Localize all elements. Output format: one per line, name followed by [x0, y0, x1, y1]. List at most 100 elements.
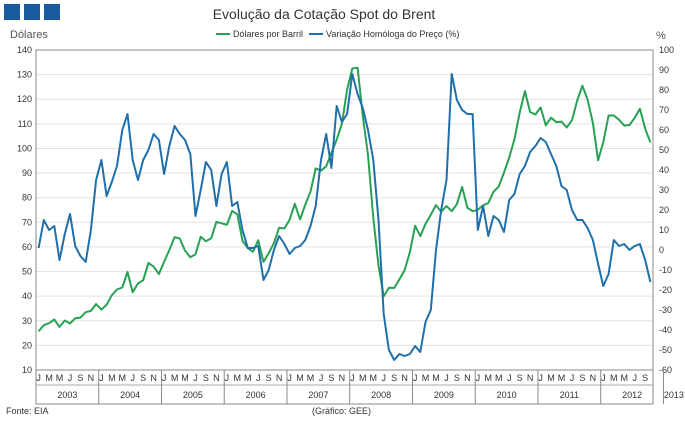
x-month-tick-label: M [181, 373, 189, 383]
x-month-tick-label: S [642, 373, 648, 383]
x-month-tick-label: J [632, 373, 637, 383]
x-month-tick-label: M [495, 373, 503, 383]
y-left-tick-label: 20 [22, 340, 32, 350]
x-month-tick-label: M [370, 373, 378, 383]
x-month-tick-label: M [432, 373, 440, 383]
plot-frame [35, 49, 654, 371]
y-left-tick-label: 100 [17, 143, 32, 153]
x-month-tick-label: N [150, 373, 157, 383]
x-year-label: 2006 [246, 390, 266, 400]
y-right-tick-label: 40 [659, 165, 669, 175]
x-year-label: 2003 [57, 390, 77, 400]
x-month-tick-label: J [538, 373, 543, 383]
x-month-tick-label: J [225, 373, 230, 383]
x-month-tick-label: S [140, 373, 146, 383]
x-month-tick-label: M [108, 373, 116, 383]
x-month-tick-label: J [381, 373, 386, 383]
y-right-tick-label: 90 [659, 65, 669, 75]
x-month-tick-label: J [444, 373, 449, 383]
x-month-tick-label: S [579, 373, 585, 383]
x-month-tick-label: M [119, 373, 127, 383]
y-right-tick-label: 80 [659, 85, 669, 95]
x-month-tick-label: M [45, 373, 53, 383]
x-month-tick-label: J [162, 373, 167, 383]
x-year-label: 2009 [434, 390, 454, 400]
y-left-tick-label: 130 [17, 70, 32, 80]
x-month-tick-label: M [171, 373, 179, 383]
y-left-tick-label: 10 [22, 365, 32, 375]
legend: Dólares por Barril Variação Homóloga do … [216, 29, 459, 39]
x-month-tick-label: N [339, 373, 346, 383]
x-month-tick-label: M [620, 373, 628, 383]
x-month-tick-label: J [350, 373, 355, 383]
x-month-tick-label: N [590, 373, 597, 383]
y-right-tick-label: -30 [659, 305, 672, 315]
logo-squares [4, 4, 60, 20]
x-month-tick-label: M [610, 373, 618, 383]
x-month-tick-label: S [517, 373, 523, 383]
x-month-tick-label: J [507, 373, 512, 383]
x-month-tick-label: N [401, 373, 408, 383]
x-month-tick-label: M [359, 373, 367, 383]
y-left-tick-label: 40 [22, 291, 32, 301]
y-left-tick-label: 60 [22, 242, 32, 252]
x-month-tick-label: N [464, 373, 471, 383]
x-month-tick-label: M [234, 373, 242, 383]
x-month-tick-label: N [527, 373, 534, 383]
x-year-label: 2004 [120, 390, 140, 400]
x-year-label: 2008 [371, 390, 391, 400]
y-right-tick-label: 70 [659, 105, 669, 115]
x-year-label: 2007 [308, 390, 328, 400]
x-month-tick-label: M [558, 373, 566, 383]
y-left-tick-label: 70 [22, 217, 32, 227]
x-month-tick-label: M [244, 373, 252, 383]
x-month-tick-label: N [276, 373, 283, 383]
y-left-tick-label: 80 [22, 193, 32, 203]
x-year-label: 2012 [622, 390, 642, 400]
x-month-tick-label: J [130, 373, 135, 383]
x-month-tick-label: S [77, 373, 83, 383]
y-right-tick-label: 10 [659, 225, 669, 235]
x-month-tick-label: S [328, 373, 334, 383]
x-month-tick-label: J [319, 373, 324, 383]
chart-credit: (Gráfico: GEE) [312, 406, 371, 416]
x-year-label: 2013 [664, 390, 684, 400]
x-month-tick-label: J [413, 373, 418, 383]
y-left-tick-label: 110 [18, 119, 32, 129]
y-left-tick-label: 120 [17, 94, 32, 104]
series-line-variation [37, 73, 652, 361]
x-year-label: 2005 [183, 390, 203, 400]
legend-label-price: Dólares por Barril [233, 29, 303, 39]
source-note: Fonte: EIA [6, 406, 49, 416]
x-month-tick-label: J [601, 373, 606, 383]
y-left-tick-label: 30 [22, 316, 32, 326]
legend-label-variation: Variação Homóloga do Preço (%) [326, 29, 459, 39]
y-right-tick-label: 30 [659, 185, 669, 195]
x-month-tick-label: M [485, 373, 493, 383]
x-month-tick-label: N [88, 373, 95, 383]
y-left-tick-label: 140 [17, 45, 32, 55]
x-month-tick-label: J [476, 373, 481, 383]
y-right-tick-label: -10 [659, 265, 672, 275]
x-month-tick-label: S [454, 373, 460, 383]
y-right-tick-label: 100 [659, 45, 674, 55]
x-month-tick-label: M [296, 373, 304, 383]
x-month-tick-label: J [193, 373, 198, 383]
y-right-tick-label: 60 [659, 125, 669, 135]
x-month-tick-label: M [547, 373, 555, 383]
x-month-tick-label: S [266, 373, 272, 383]
y-right-tick-label: -40 [659, 325, 672, 335]
logo-square-3 [44, 4, 60, 20]
chart-title: Evolução da Cotação Spot do Brent [213, 6, 436, 22]
logo-square-1 [4, 4, 20, 20]
y-right-tick-label: -50 [659, 345, 672, 355]
left-axis-title: Dólares [10, 29, 48, 41]
y-right-tick-label: -20 [659, 285, 672, 295]
right-axis-title: % [656, 30, 666, 42]
y-left-tick-label: 50 [22, 267, 32, 277]
y-right-tick-label: -60 [659, 365, 672, 375]
x-year-label: 2010 [497, 390, 517, 400]
series-line-price [37, 66, 652, 333]
x-month-tick-label: J [99, 373, 104, 383]
